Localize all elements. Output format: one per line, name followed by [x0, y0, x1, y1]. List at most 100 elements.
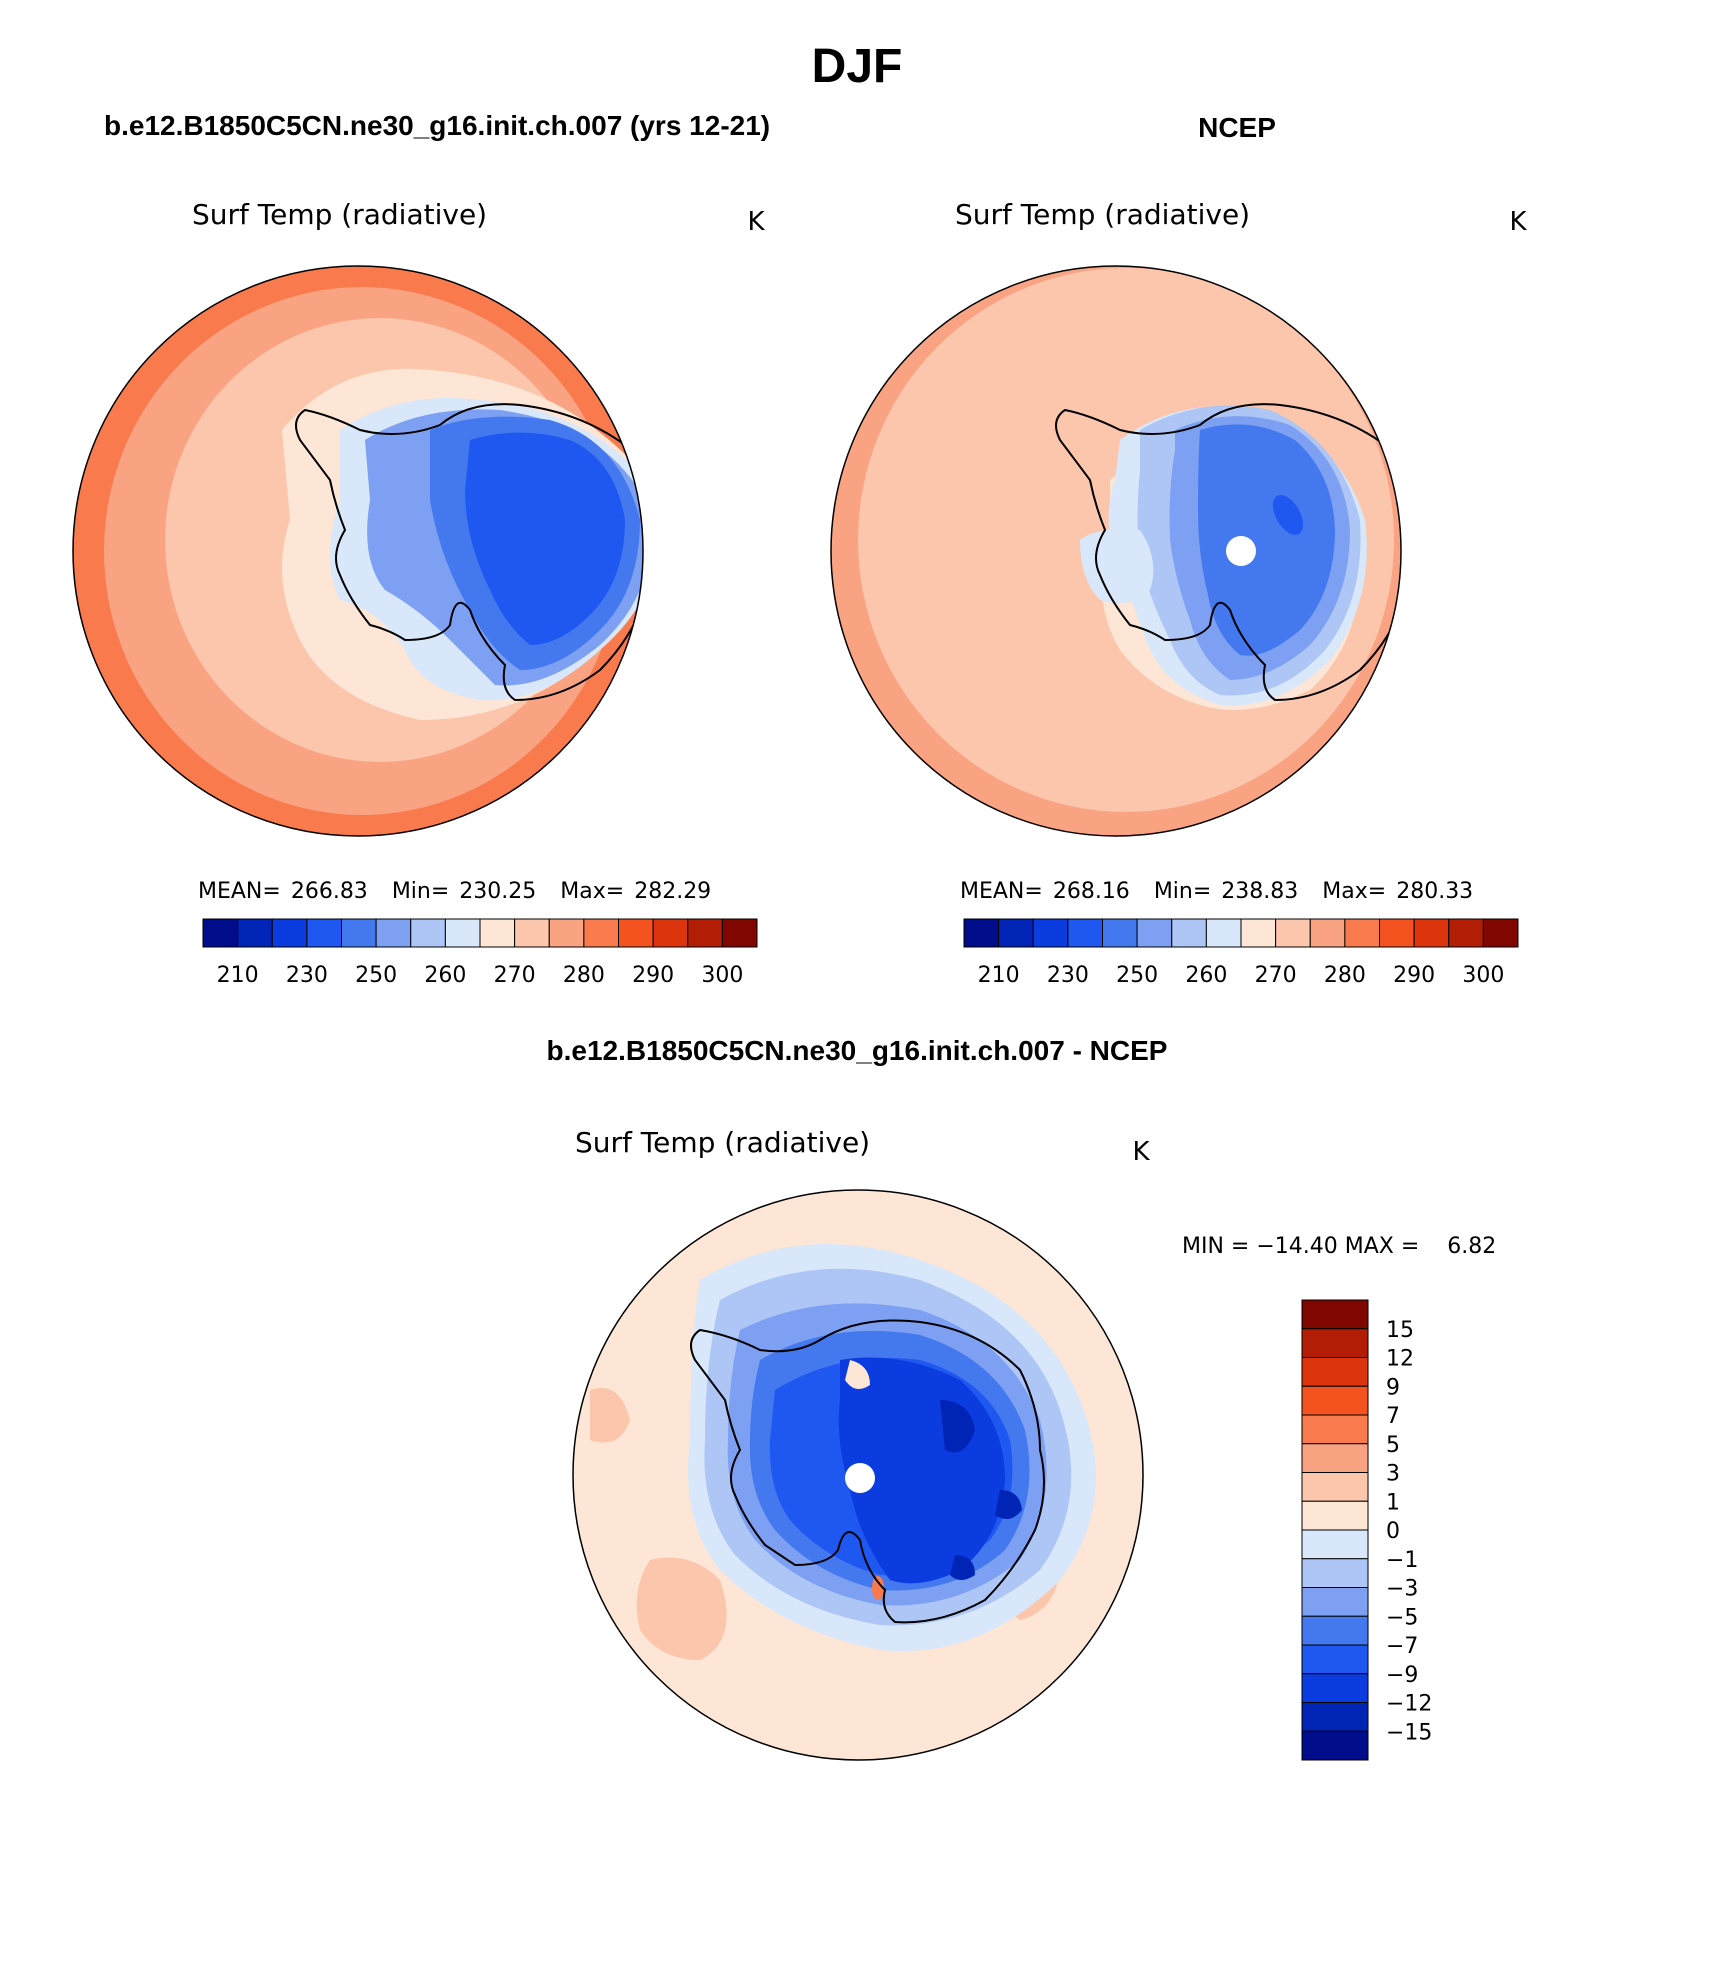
panel-a-colorbar-swatch [618, 918, 654, 948]
panel-a-colorbar-tick-label: 260 [424, 963, 466, 988]
panel-a-colorbar-swatch [652, 918, 689, 948]
panel-a-colorbar-swatch [583, 918, 619, 948]
panel-c-variable-label: Surf Temp (radiative) [575, 1126, 870, 1159]
panel-b-map-border [830, 265, 1402, 837]
panel-c-colorbar-swatch [1301, 1414, 1369, 1445]
panel-c-colorbar-swatch [1301, 1673, 1369, 1703]
panel-c-minmax: MIN = −14.40 MAX = 6.82 [1182, 1234, 1496, 1259]
panel-c-colorbar-tick-label: 9 [1386, 1375, 1400, 1400]
panel-b-colorbar-tick-label: 250 [1116, 963, 1158, 988]
panel-c-colorbar-swatch [1301, 1702, 1369, 1732]
panel-c-colorbar-swatch [1301, 1587, 1369, 1617]
panel-b-colorbar-swatch [1240, 918, 1277, 948]
panel-a-colorbar-swatch [687, 918, 723, 948]
panel-c-colorbar-swatch [1301, 1472, 1369, 1502]
panel-b-pole-hole [1226, 536, 1256, 566]
panel-c-colorbar-swatch [1301, 1385, 1369, 1416]
panel-b-units-label: K [1509, 207, 1527, 237]
panel-c-colorbar-tick-label: −9 [1386, 1663, 1418, 1688]
panel-b-colorbar-swatch [1482, 918, 1519, 948]
panel-a-colorbar-swatch [341, 918, 377, 948]
panel-c-colorbar-tick-label: −12 [1386, 1692, 1432, 1717]
panel-b-stats: MEAN= 268.16 Min= 238.83 Max= 280.33 [960, 879, 1473, 904]
panel-c-colorbar-tick-label: −7 [1386, 1634, 1418, 1659]
panel-c-colorbar-tick-label: 12 [1386, 1347, 1414, 1372]
panel-a-case-title: b.e12.B1850C5CN.ne30_g16.init.ch.007 (yr… [104, 110, 770, 141]
panel-a-variable-label: Surf Temp (radiative) [192, 198, 487, 231]
panel-a-colorbar-swatch [444, 918, 481, 948]
panel-a-colorbar: 210 230 250 260 270 280 290 300 [202, 918, 758, 988]
panel-b-colorbar-swatch [998, 918, 1034, 948]
panel-b-colorbar-tick-label: 280 [1324, 963, 1366, 988]
panel-a-colorbar-tick-label: 210 [217, 963, 259, 988]
panel-a-map-border [72, 265, 644, 837]
panel-b-colorbar-swatch [1102, 918, 1138, 948]
panel-c-colorbar-tick-label: −1 [1386, 1548, 1418, 1573]
panel-b-colorbar-swatch [1379, 918, 1415, 948]
panel-a-colorbar-swatch [410, 918, 446, 948]
panel-c: b.e12.B1850C5CN.ne30_g16.init.ch.007 - N… [547, 1035, 1496, 1761]
panel-b-colorbar-swatch [963, 918, 1000, 948]
panel-c-colorbar-swatch [1301, 1558, 1369, 1588]
panel-c-colorbar-swatch [1301, 1730, 1369, 1761]
panel-c-colorbar-swatch [1301, 1500, 1369, 1531]
panel-b-map [831, 266, 1401, 836]
panel-a-colorbar-swatch [514, 918, 550, 948]
panel-b-case-title: NCEP [1198, 112, 1276, 143]
panel-b-colorbar-tick-label: 300 [1462, 963, 1504, 988]
panel-a-colorbar-tick-label: 290 [632, 963, 674, 988]
panel-c-colorbar: 15 12 9 7 5 3 1 0 −1 −3 −5 −7 −9 −12 −15 [1301, 1299, 1432, 1761]
panel-b-colorbar-swatch [1275, 918, 1311, 948]
panel-b-colorbar-swatch [1309, 918, 1346, 948]
panel-a-colorbar-tick-label: 270 [494, 963, 536, 988]
panel-a-colorbar-tick-label: 300 [701, 963, 743, 988]
panel-c-colorbar-tick-label: 0 [1386, 1519, 1400, 1544]
panel-c-colorbar-swatch [1301, 1299, 1369, 1330]
panel-a-colorbar-swatch [375, 918, 412, 948]
panel-a-colorbar-swatch [479, 918, 516, 948]
panel-b-colorbar-tick-label: 210 [978, 963, 1020, 988]
panel-b-colorbar: 210 230 250 260 270 280 290 300 [963, 918, 1519, 988]
panel-a-colorbar-swatch [202, 918, 239, 948]
panel-a-colorbar-swatch [271, 918, 308, 948]
panel-a-colorbar-swatch [721, 918, 758, 948]
panel-c-colorbar-swatch [1301, 1443, 1369, 1473]
panel-b-colorbar-tick-label: 230 [1047, 963, 1089, 988]
panel-b-colorbar-swatch [1344, 918, 1380, 948]
panel-b-colorbar-swatch [1448, 918, 1484, 948]
panel-b-colorbar-swatch [1413, 918, 1450, 948]
panel-c-colorbar-swatch [1301, 1529, 1369, 1560]
panel-b-colorbar-tick-label: 260 [1185, 963, 1227, 988]
panel-a-colorbar-swatch [548, 918, 585, 948]
panel-c-colorbar-tick-label: 5 [1386, 1433, 1400, 1458]
panel-b-colorbar-swatch [1171, 918, 1207, 948]
panel-c-colorbar-tick-label: −5 [1386, 1605, 1418, 1630]
panel-c-colorbar-tick-label: 7 [1386, 1404, 1400, 1429]
panel-c-colorbar-tick-label: 1 [1386, 1490, 1400, 1515]
panel-c-colorbar-tick-label: 3 [1386, 1462, 1400, 1487]
panel-b-colorbar-tick-label: 290 [1393, 963, 1435, 988]
figure-title: DJF [812, 40, 903, 93]
panel-c-colorbar-tick-label: 15 [1386, 1318, 1414, 1343]
panel-c-pole-hole [845, 1463, 875, 1493]
panel-a-colorbar-tick-label: 250 [355, 963, 397, 988]
panel-b-colorbar-tick-label: 270 [1255, 963, 1297, 988]
panel-c-colorbar-swatch [1301, 1644, 1369, 1675]
panel-b: Surf Temp (radiative) K MEAN= 268.16 Min= 2… [830, 198, 1527, 988]
panel-c-colorbar-swatch [1301, 1615, 1369, 1646]
panel-c-colorbar-swatch [1301, 1357, 1369, 1387]
panel-b-variable-label: Surf Temp (radiative) [955, 198, 1250, 231]
panel-c-coastline [690, 1319, 1045, 1624]
panel-c-colorbar-tick-label: −3 [1386, 1577, 1418, 1602]
panel-a-map [73, 266, 643, 836]
panel-a-colorbar-swatch [306, 918, 342, 948]
panel-b-colorbar-swatch [1067, 918, 1103, 948]
panel-a-stats: MEAN= 266.83 Min= 230.25 Max= 282.29 [198, 879, 711, 904]
panel-c-colorbar-swatch [1301, 1328, 1369, 1358]
panel-a: Surf Temp (radiative) K MEAN= 266.83 Min= 2… [72, 198, 765, 988]
panel-a-colorbar-tick-label: 280 [563, 963, 605, 988]
panel-a-colorbar-swatch [237, 918, 273, 948]
panel-b-coastline [1055, 403, 1401, 702]
panel-b-colorbar-swatch [1032, 918, 1069, 948]
